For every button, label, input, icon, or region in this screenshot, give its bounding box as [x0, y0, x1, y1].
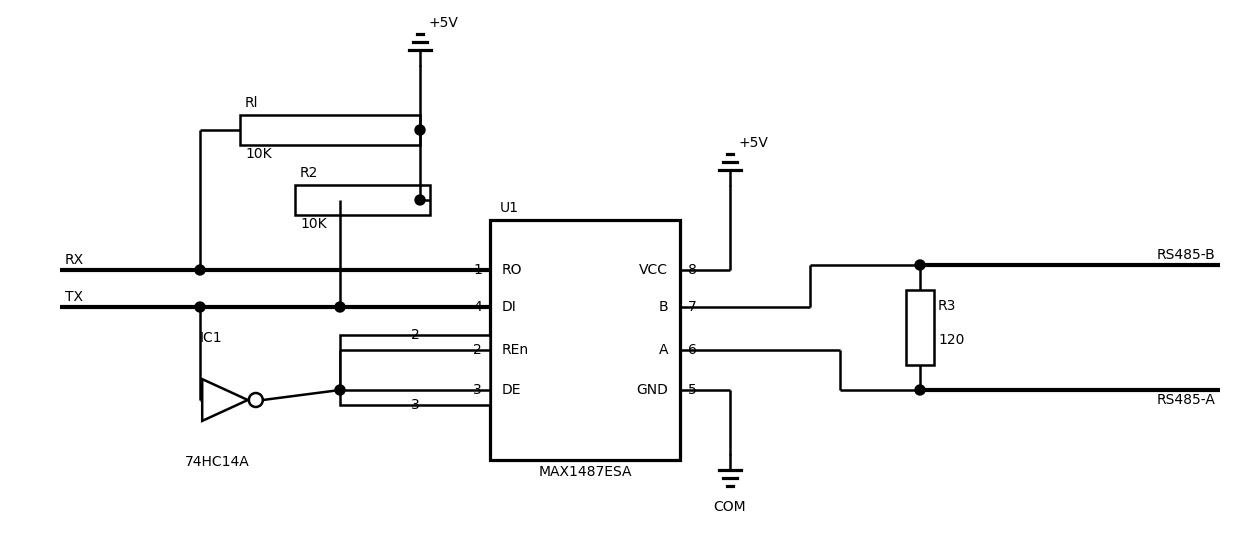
- Text: 7: 7: [688, 300, 697, 314]
- Circle shape: [415, 125, 425, 135]
- Text: U1: U1: [500, 201, 520, 215]
- Text: TX: TX: [64, 290, 83, 304]
- Text: +5V: +5V: [738, 136, 768, 150]
- Text: B: B: [658, 300, 668, 314]
- Circle shape: [415, 195, 425, 205]
- Circle shape: [195, 302, 205, 312]
- Text: IC1: IC1: [200, 331, 223, 345]
- Bar: [340, 335, 490, 405]
- Text: DI: DI: [502, 300, 517, 314]
- Text: RS485-B: RS485-B: [1156, 248, 1215, 262]
- Circle shape: [335, 385, 345, 395]
- Text: 120: 120: [937, 333, 965, 347]
- Text: 8: 8: [688, 263, 697, 277]
- Text: 74HC14A: 74HC14A: [185, 455, 249, 469]
- Text: 2: 2: [474, 343, 482, 357]
- Text: 1: 1: [474, 263, 482, 277]
- Text: REn: REn: [502, 343, 529, 357]
- Text: 10K: 10K: [246, 147, 272, 161]
- Text: 4: 4: [474, 300, 482, 314]
- Text: +5V: +5V: [428, 16, 458, 30]
- Text: R3: R3: [937, 299, 956, 312]
- Circle shape: [335, 302, 345, 312]
- Text: RX: RX: [64, 253, 84, 267]
- Text: 3: 3: [410, 398, 419, 412]
- Text: COM: COM: [714, 500, 746, 514]
- Bar: [241, 115, 420, 145]
- Text: 6: 6: [688, 343, 697, 357]
- Text: RO: RO: [502, 263, 522, 277]
- Text: VCC: VCC: [639, 263, 668, 277]
- Text: R2: R2: [300, 166, 319, 180]
- Bar: [295, 185, 430, 215]
- Text: 10K: 10K: [300, 217, 326, 231]
- Text: A: A: [658, 343, 668, 357]
- Text: DE: DE: [502, 383, 522, 397]
- Text: 5: 5: [688, 383, 697, 397]
- Text: 3: 3: [474, 383, 482, 397]
- Text: 2: 2: [410, 328, 419, 342]
- Bar: [906, 290, 934, 365]
- Text: MAX1487ESA: MAX1487ESA: [538, 465, 631, 479]
- Bar: [490, 220, 680, 460]
- Circle shape: [915, 260, 925, 270]
- Circle shape: [195, 265, 205, 275]
- Text: GND: GND: [636, 383, 668, 397]
- Text: RS485-A: RS485-A: [1156, 393, 1215, 407]
- Circle shape: [915, 385, 925, 395]
- Text: Rl: Rl: [246, 96, 258, 110]
